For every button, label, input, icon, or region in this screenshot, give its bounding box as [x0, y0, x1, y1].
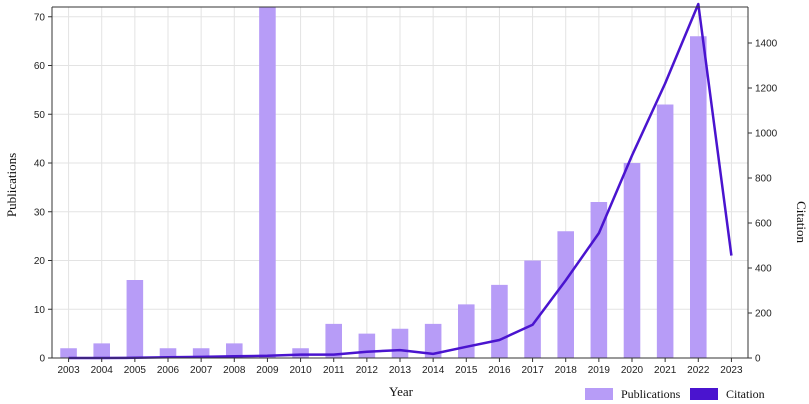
grid [52, 7, 748, 359]
x-tick-2019: 2019 [588, 365, 611, 376]
axes [48, 6, 752, 362]
x-tick-2018: 2018 [555, 365, 578, 376]
bar-2021 [656, 104, 674, 358]
y2-tick-400: 400 [755, 264, 772, 275]
bar-2004 [93, 343, 110, 358]
bar-2011 [325, 323, 342, 358]
x-tick-2015: 2015 [455, 365, 478, 376]
x-tick-2005: 2005 [124, 365, 147, 376]
y-axis-title: Publications [4, 153, 19, 217]
y2-tick-1200: 1200 [755, 84, 778, 95]
y-tick-60: 60 [34, 61, 46, 72]
bar-2022 [690, 36, 707, 358]
x-tick-2006: 2006 [157, 365, 180, 376]
bar-2010 [292, 348, 309, 358]
x-tick-2012: 2012 [356, 365, 379, 376]
bar-2013 [391, 328, 409, 358]
x-tick-2022: 2022 [687, 365, 710, 376]
y2-axis-title: Citation [794, 201, 809, 243]
x-tick-2017: 2017 [521, 365, 544, 376]
y2-tick-1400: 1400 [755, 39, 778, 50]
x-tick-2014: 2014 [422, 365, 445, 376]
y2-tick-200: 200 [755, 309, 772, 320]
bar-2008 [226, 343, 243, 358]
bar-2009 [259, 7, 276, 358]
x-tick-2020: 2020 [621, 365, 644, 376]
bar-2019 [590, 202, 608, 358]
x-tick-2003: 2003 [57, 365, 80, 376]
y-tick-40: 40 [34, 159, 46, 170]
y-tick-50: 50 [34, 110, 46, 121]
y2-tick-0: 0 [755, 354, 761, 365]
publication-bars [60, 7, 707, 358]
x-tick-2013: 2013 [389, 365, 412, 376]
legend-citation-swatch [690, 388, 718, 400]
bar-2005 [126, 280, 144, 358]
x-axis-title: Year [389, 384, 414, 399]
x-tick-2011: 2011 [323, 365, 345, 376]
y2-tick-600: 600 [755, 219, 772, 230]
citation-line [68, 2, 733, 360]
y-tick-0: 0 [39, 354, 45, 365]
x-tick-2004: 2004 [91, 365, 114, 376]
bar-2020 [623, 163, 641, 358]
legend-publications-swatch [585, 388, 613, 400]
bar-2016 [491, 284, 508, 358]
bar-2007 [192, 348, 210, 358]
bar-2017 [524, 260, 541, 358]
y-tick-70: 70 [34, 12, 46, 23]
legend-publications-label: Publications [621, 387, 681, 401]
x-tick-2016: 2016 [488, 365, 511, 376]
bar-2012 [358, 333, 376, 358]
x-tick-2008: 2008 [223, 365, 246, 376]
y-tick-30: 30 [34, 207, 46, 218]
x-tick-2007: 2007 [190, 365, 213, 376]
legend-citation-label: Citation [726, 387, 765, 401]
x-tick-labels: 2003 2004 2005 2006 2007 2008 2009 2010 2011 2012… [57, 365, 743, 376]
bar-2014 [424, 323, 442, 358]
y-tick-10: 10 [34, 305, 46, 316]
x-tick-2010: 2010 [289, 365, 312, 376]
y-tick-20: 20 [34, 256, 46, 267]
y2-tick-1000: 1000 [755, 129, 778, 140]
bar-2015 [458, 304, 475, 358]
y-tick-labels: 0 10 20 30 40 50 60 70 [34, 12, 46, 364]
x-tick-2021: 2021 [654, 365, 677, 376]
bar-2003 [60, 348, 77, 358]
legend: Publications Citation [585, 387, 765, 401]
bar-2018 [557, 231, 574, 358]
x-tick-2009: 2009 [256, 365, 279, 376]
x-tick-2023: 2023 [720, 365, 743, 376]
y2-tick-800: 800 [755, 174, 772, 185]
bar-2006 [159, 348, 177, 358]
y2-tick-labels: 0 200 400 600 800 1000 1200 1400 [755, 39, 778, 365]
